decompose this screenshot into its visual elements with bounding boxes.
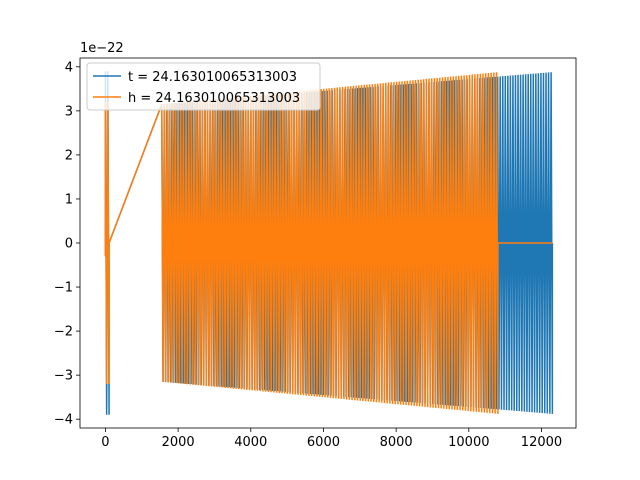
- legend: t = 24.163010065313003 h = 24.1630100653…: [86, 62, 321, 111]
- x-tick-label: 2000: [162, 435, 195, 450]
- y-tick-label: −1: [54, 281, 73, 296]
- y-tick-label: −3: [54, 369, 73, 384]
- y-tick-label: −2: [54, 325, 73, 340]
- y-offset-label: 1e−22: [80, 41, 124, 56]
- legend-label-t: t = 24.163010065313003: [128, 70, 297, 85]
- y-tick-label: 3: [65, 104, 73, 119]
- x-axis: 0 2000 4000 6000 8000 10000 12000: [101, 428, 562, 450]
- y-tick-label: 0: [65, 237, 73, 252]
- x-tick-label: 0: [101, 435, 109, 450]
- legend-box: [86, 62, 321, 111]
- x-tick-label: 8000: [380, 435, 413, 450]
- x-tick-label: 12000: [521, 435, 562, 450]
- y-tick-label: 2: [65, 148, 73, 163]
- y-tick-label: 4: [65, 60, 73, 75]
- legend-label-h: h = 24.163010065313003: [128, 91, 300, 106]
- x-tick-label: 6000: [307, 435, 340, 450]
- y-axis: −4 −3 −2 −1 0 1 2 3 4: [54, 60, 80, 428]
- series-line-h: [104, 72, 553, 414]
- x-tick-label: 4000: [234, 435, 267, 450]
- plot-lines: [104, 71, 554, 415]
- y-tick-label: −4: [54, 413, 73, 428]
- y-tick-label: 1: [65, 192, 73, 207]
- x-tick-label: 10000: [448, 435, 489, 450]
